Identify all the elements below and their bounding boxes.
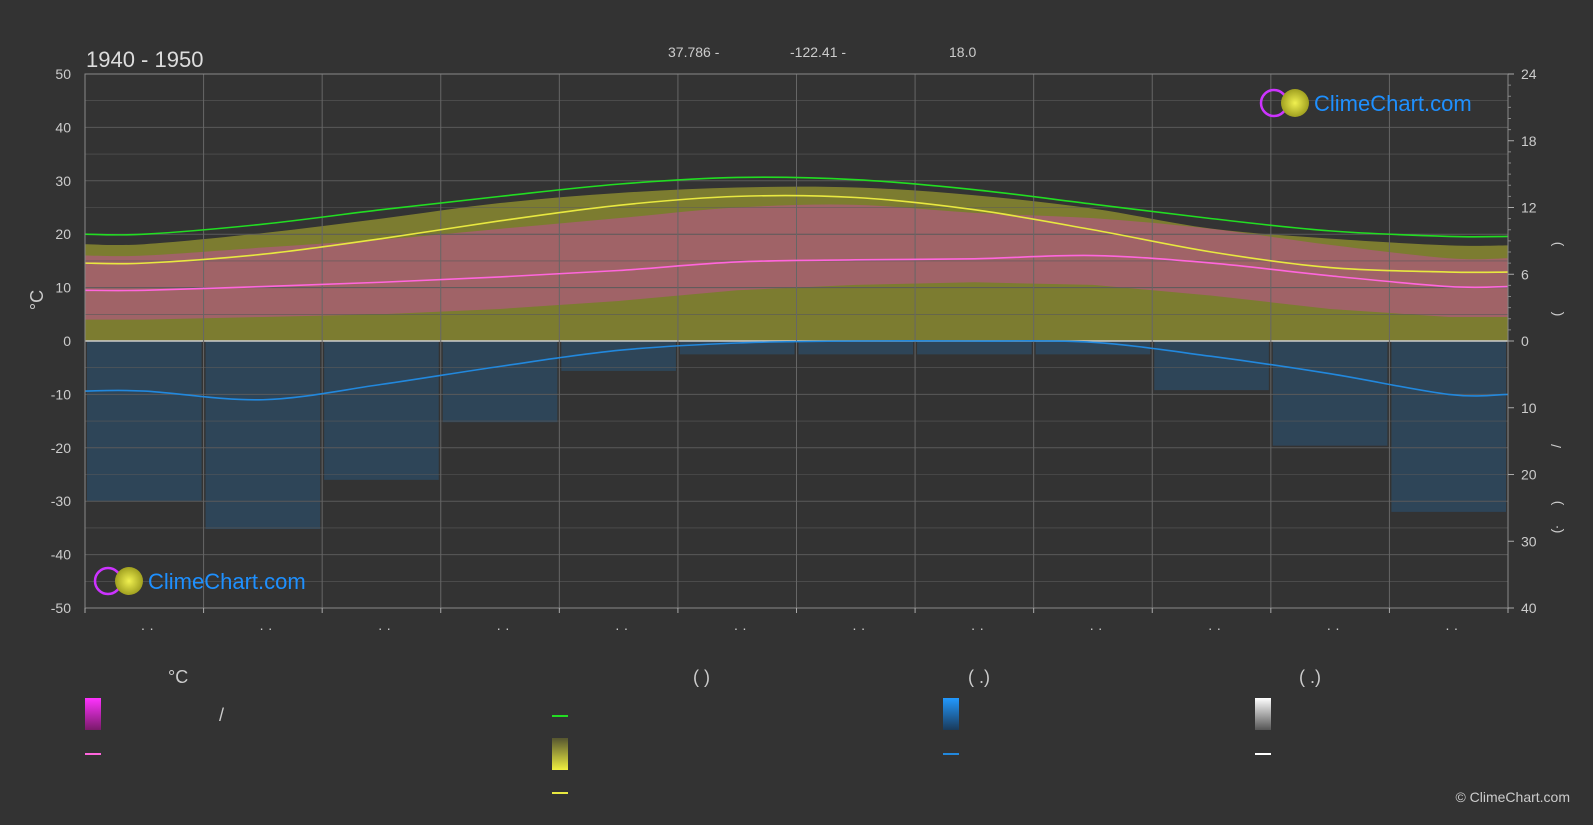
- month-label: · ·: [1445, 620, 1458, 636]
- legend-slash: /: [219, 705, 224, 725]
- series-lines: [84, 176, 1509, 401]
- logo-top-text: ClimeChart.com: [1314, 91, 1472, 116]
- month-label: · ·: [971, 620, 984, 636]
- legend-sunshine-swatch: [552, 738, 568, 770]
- series-line-precip_mm: [84, 339, 1509, 401]
- legend-col2-header: ( ): [693, 667, 710, 687]
- month-label: · ·: [496, 620, 509, 636]
- precip-bar: [561, 341, 676, 371]
- precip-bar: [205, 341, 321, 529]
- month-label: · ·: [141, 620, 154, 636]
- logo-sun-icon: [1281, 89, 1309, 117]
- precip-bar: [1154, 341, 1269, 391]
- left-tick-label: -40: [51, 547, 71, 563]
- right-tick-label: 30: [1521, 533, 1537, 549]
- left-tick-label: -10: [51, 386, 71, 402]
- precip-bar: [324, 341, 439, 480]
- month-label: · ·: [1089, 620, 1102, 636]
- left-tick-label: 10: [55, 280, 71, 296]
- copyright: © ClimeChart.com: [1455, 789, 1570, 805]
- right-axis-title-glyph: (: [1548, 528, 1564, 533]
- logo-bottom: ClimeChart.com: [93, 566, 306, 596]
- month-label: · ·: [734, 620, 747, 636]
- logo-bottom-text: ClimeChart.com: [148, 569, 306, 594]
- right-tick-label: 0: [1521, 333, 1529, 349]
- precip-bar: [1391, 341, 1506, 512]
- right-axis-title: )(/)·(: [1548, 242, 1564, 534]
- right-tick-label: 18: [1521, 133, 1537, 149]
- right-axis-title-glyph: ): [1548, 242, 1564, 247]
- legend-col3-header: ( .): [968, 667, 990, 687]
- left-tick-label: -20: [51, 440, 71, 456]
- legend-col4-header: ( .): [1299, 667, 1321, 687]
- left-axis-title: °C: [27, 290, 47, 310]
- month-label: · ·: [1327, 620, 1340, 636]
- elevation-text: 18.0: [949, 44, 976, 60]
- month-label: · ·: [378, 620, 391, 636]
- left-tick-label: 50: [55, 66, 71, 82]
- month-label: · ·: [615, 620, 628, 636]
- precip-bar: [1272, 341, 1388, 446]
- right-axis-title-glyph: ): [1548, 501, 1564, 506]
- right-axis-title-glyph: ·: [1548, 525, 1564, 530]
- right-axis-title-glyph: (: [1548, 311, 1564, 316]
- month-axis-labels: · · · · · · · · · · · · · · · · · · · · · · · ·: [84, 608, 1509, 636]
- month-label: · ·: [259, 620, 272, 636]
- left-axis-ticks: 50 40 30 20 10 0 -10 -20 -30 -40 -50: [51, 66, 71, 616]
- month-label: · ·: [852, 620, 865, 636]
- right-tick-label: 20: [1521, 467, 1537, 483]
- logo-top: ClimeChart.com: [1259, 88, 1472, 118]
- longitude-text: -122.41 -: [790, 44, 846, 60]
- logo-sun-icon: [115, 567, 143, 595]
- legend-temp-range-swatch: [85, 698, 101, 730]
- right-tick-label: 6: [1521, 266, 1529, 282]
- precip-bar: [442, 341, 558, 423]
- series-line-mean_temp_c: [84, 254, 1509, 292]
- right-tick-label: 12: [1521, 200, 1537, 216]
- left-tick-label: 40: [55, 119, 71, 135]
- left-tick-label: 0: [63, 333, 71, 349]
- precip-bar: [798, 341, 914, 355]
- left-tick-label: 20: [55, 226, 71, 242]
- right-axis-title-glyph: /: [1548, 444, 1564, 448]
- right-axis-ticks: 24 18 12 6 0 10 20 30 40: [1508, 66, 1537, 616]
- series-line-daylight_hours: [84, 176, 1509, 238]
- left-tick-label: -50: [51, 600, 71, 616]
- series-line-sunshine_hours: [84, 194, 1509, 274]
- right-tick-label: 10: [1521, 400, 1537, 416]
- right-tick-label: 40: [1521, 600, 1537, 616]
- legend-snow-swatch: [1255, 698, 1271, 730]
- legend: °C ( ) ( .) ( .) /: [85, 667, 1321, 794]
- period-title: 1940 - 1950: [86, 47, 203, 72]
- right-tick-label: 24: [1521, 66, 1537, 82]
- latitude-text: 37.786 -: [668, 44, 720, 60]
- month-label: · ·: [1208, 620, 1221, 636]
- left-tick-label: -30: [51, 493, 71, 509]
- left-tick-label: 30: [55, 173, 71, 189]
- legend-col1-header: °C: [168, 667, 188, 687]
- legend-precip-swatch: [943, 698, 959, 730]
- precip-bar: [917, 341, 1032, 355]
